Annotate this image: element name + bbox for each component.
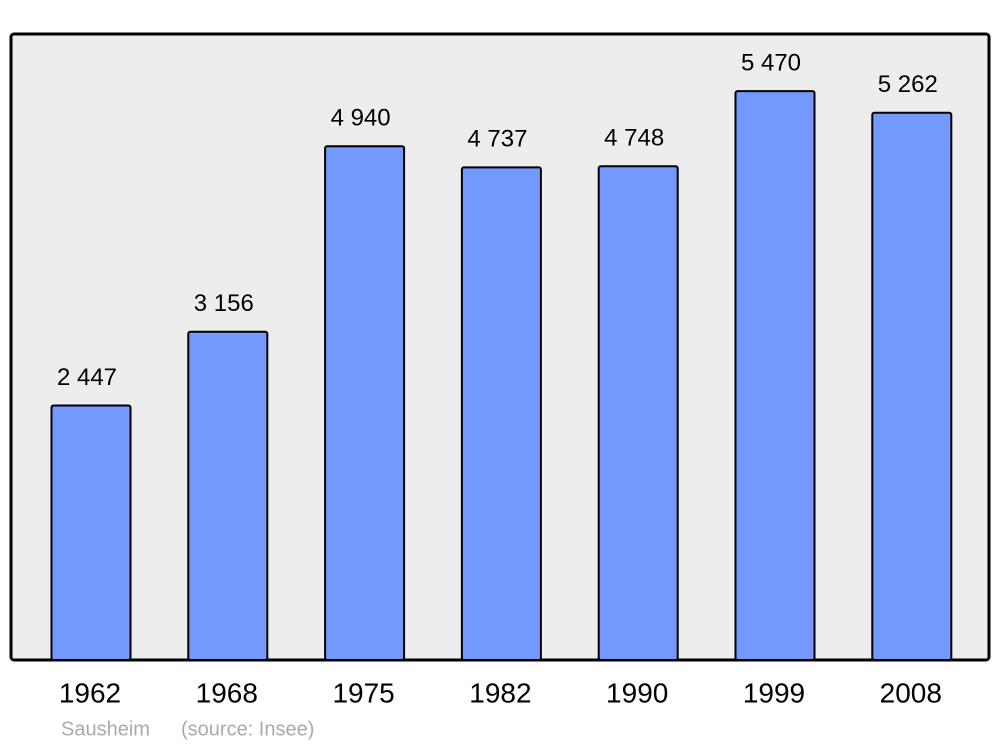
value-label: 3 156: [194, 290, 254, 317]
bar: [597, 165, 679, 661]
bar: [460, 166, 542, 662]
place-caption: Sausheim: [61, 718, 150, 740]
value-label: 4 737: [467, 126, 527, 153]
x-tick-label: 2008: [880, 677, 942, 708]
x-tick-label: 1982: [469, 677, 531, 708]
bar: [871, 111, 953, 661]
x-tick-label: 1999: [743, 677, 805, 708]
value-label: 5 470: [741, 49, 801, 76]
x-tick-label: 1975: [332, 677, 394, 708]
x-tick-label: 1990: [606, 677, 668, 708]
value-label: 4 940: [331, 105, 391, 132]
x-tick-label: 1968: [196, 677, 258, 708]
value-label: 2 447: [57, 364, 117, 391]
bar: [734, 90, 816, 662]
bar: [187, 330, 269, 661]
value-label: 4 748: [604, 125, 664, 152]
bar: [50, 404, 132, 661]
bar: [324, 145, 406, 662]
x-tick-label: 1962: [59, 677, 121, 708]
source-caption: (source: Insee): [181, 718, 314, 740]
value-label: 5 262: [878, 71, 938, 98]
